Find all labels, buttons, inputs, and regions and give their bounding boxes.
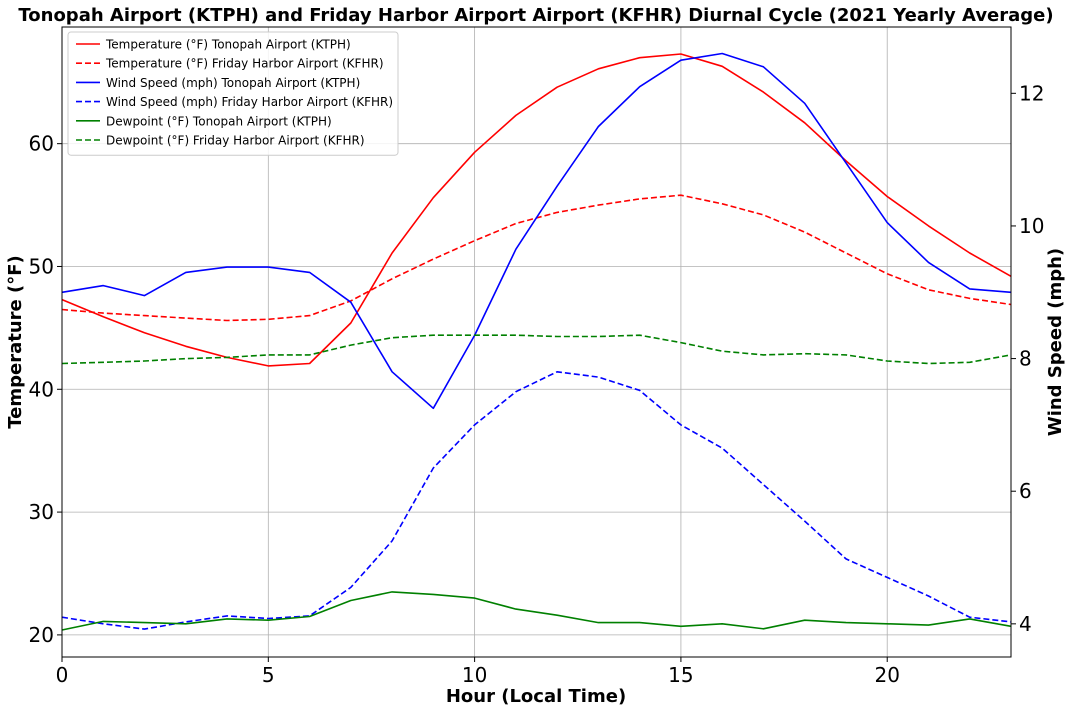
left-y-tick-label: 30 (29, 500, 54, 524)
legend-box (67, 31, 399, 156)
right-y-tick-label: 6 (1019, 479, 1032, 503)
right-y-tick-label: 10 (1019, 214, 1044, 238)
right-y-tick-label: 8 (1019, 347, 1032, 371)
x-tick-label: 0 (56, 663, 69, 687)
legend-entry-label: Dewpoint (°F) Tonopah Airport (KTPH) (106, 114, 332, 128)
x-tick-label: 20 (874, 663, 899, 687)
left-y-tick-label: 20 (29, 623, 54, 647)
series-lines (61, 52, 1012, 631)
series-line-5 (61, 334, 1012, 365)
legend-entry-label: Dewpoint (°F) Friday Harbor Airport (KFH… (106, 134, 365, 148)
x-axis-label: Hour (Local Time) (446, 686, 626, 707)
left-y-axis-label: Temperature (°F) (5, 255, 26, 429)
legend-entry-label: Temperature (°F) Tonopah Airport (KTPH) (105, 38, 351, 52)
left-y-tick-label: 40 (29, 377, 54, 401)
right-y-tick-label: 4 (1019, 612, 1032, 636)
x-tick-label: 10 (462, 663, 487, 687)
series-line-4 (61, 591, 1012, 631)
left-y-tick-label: 50 (29, 254, 54, 278)
legend-entry-label: Wind Speed (mph) Friday Harbor Airport (… (106, 95, 393, 109)
series-line-2 (61, 52, 1012, 410)
x-tick-label: 5 (262, 663, 275, 687)
grid (61, 27, 1011, 657)
legend: Temperature (°F) Tonopah Airport (KTPH) T… (67, 31, 399, 156)
axis-ticks: 0 5 10 15 20 20 30 40 50 60 4 6 8 10 12 (29, 81, 1045, 687)
series-line-3 (61, 370, 1012, 630)
x-tick-label: 15 (668, 663, 693, 687)
plot-frame (61, 26, 1012, 658)
chart-title: Tonopah Airport (KTPH) and Friday Harbor… (18, 5, 1053, 26)
legend-entry-label: Temperature (°F) Friday Harbor Airport (… (105, 57, 384, 71)
left-y-tick-label: 60 (29, 132, 54, 156)
series-line-0 (61, 53, 1012, 367)
right-y-tick-label: 12 (1019, 81, 1044, 105)
legend-entry-label: Wind Speed (mph) Tonopah Airport (KTPH) (106, 76, 360, 90)
right-y-axis-label: Wind Speed (mph) (1045, 248, 1066, 436)
